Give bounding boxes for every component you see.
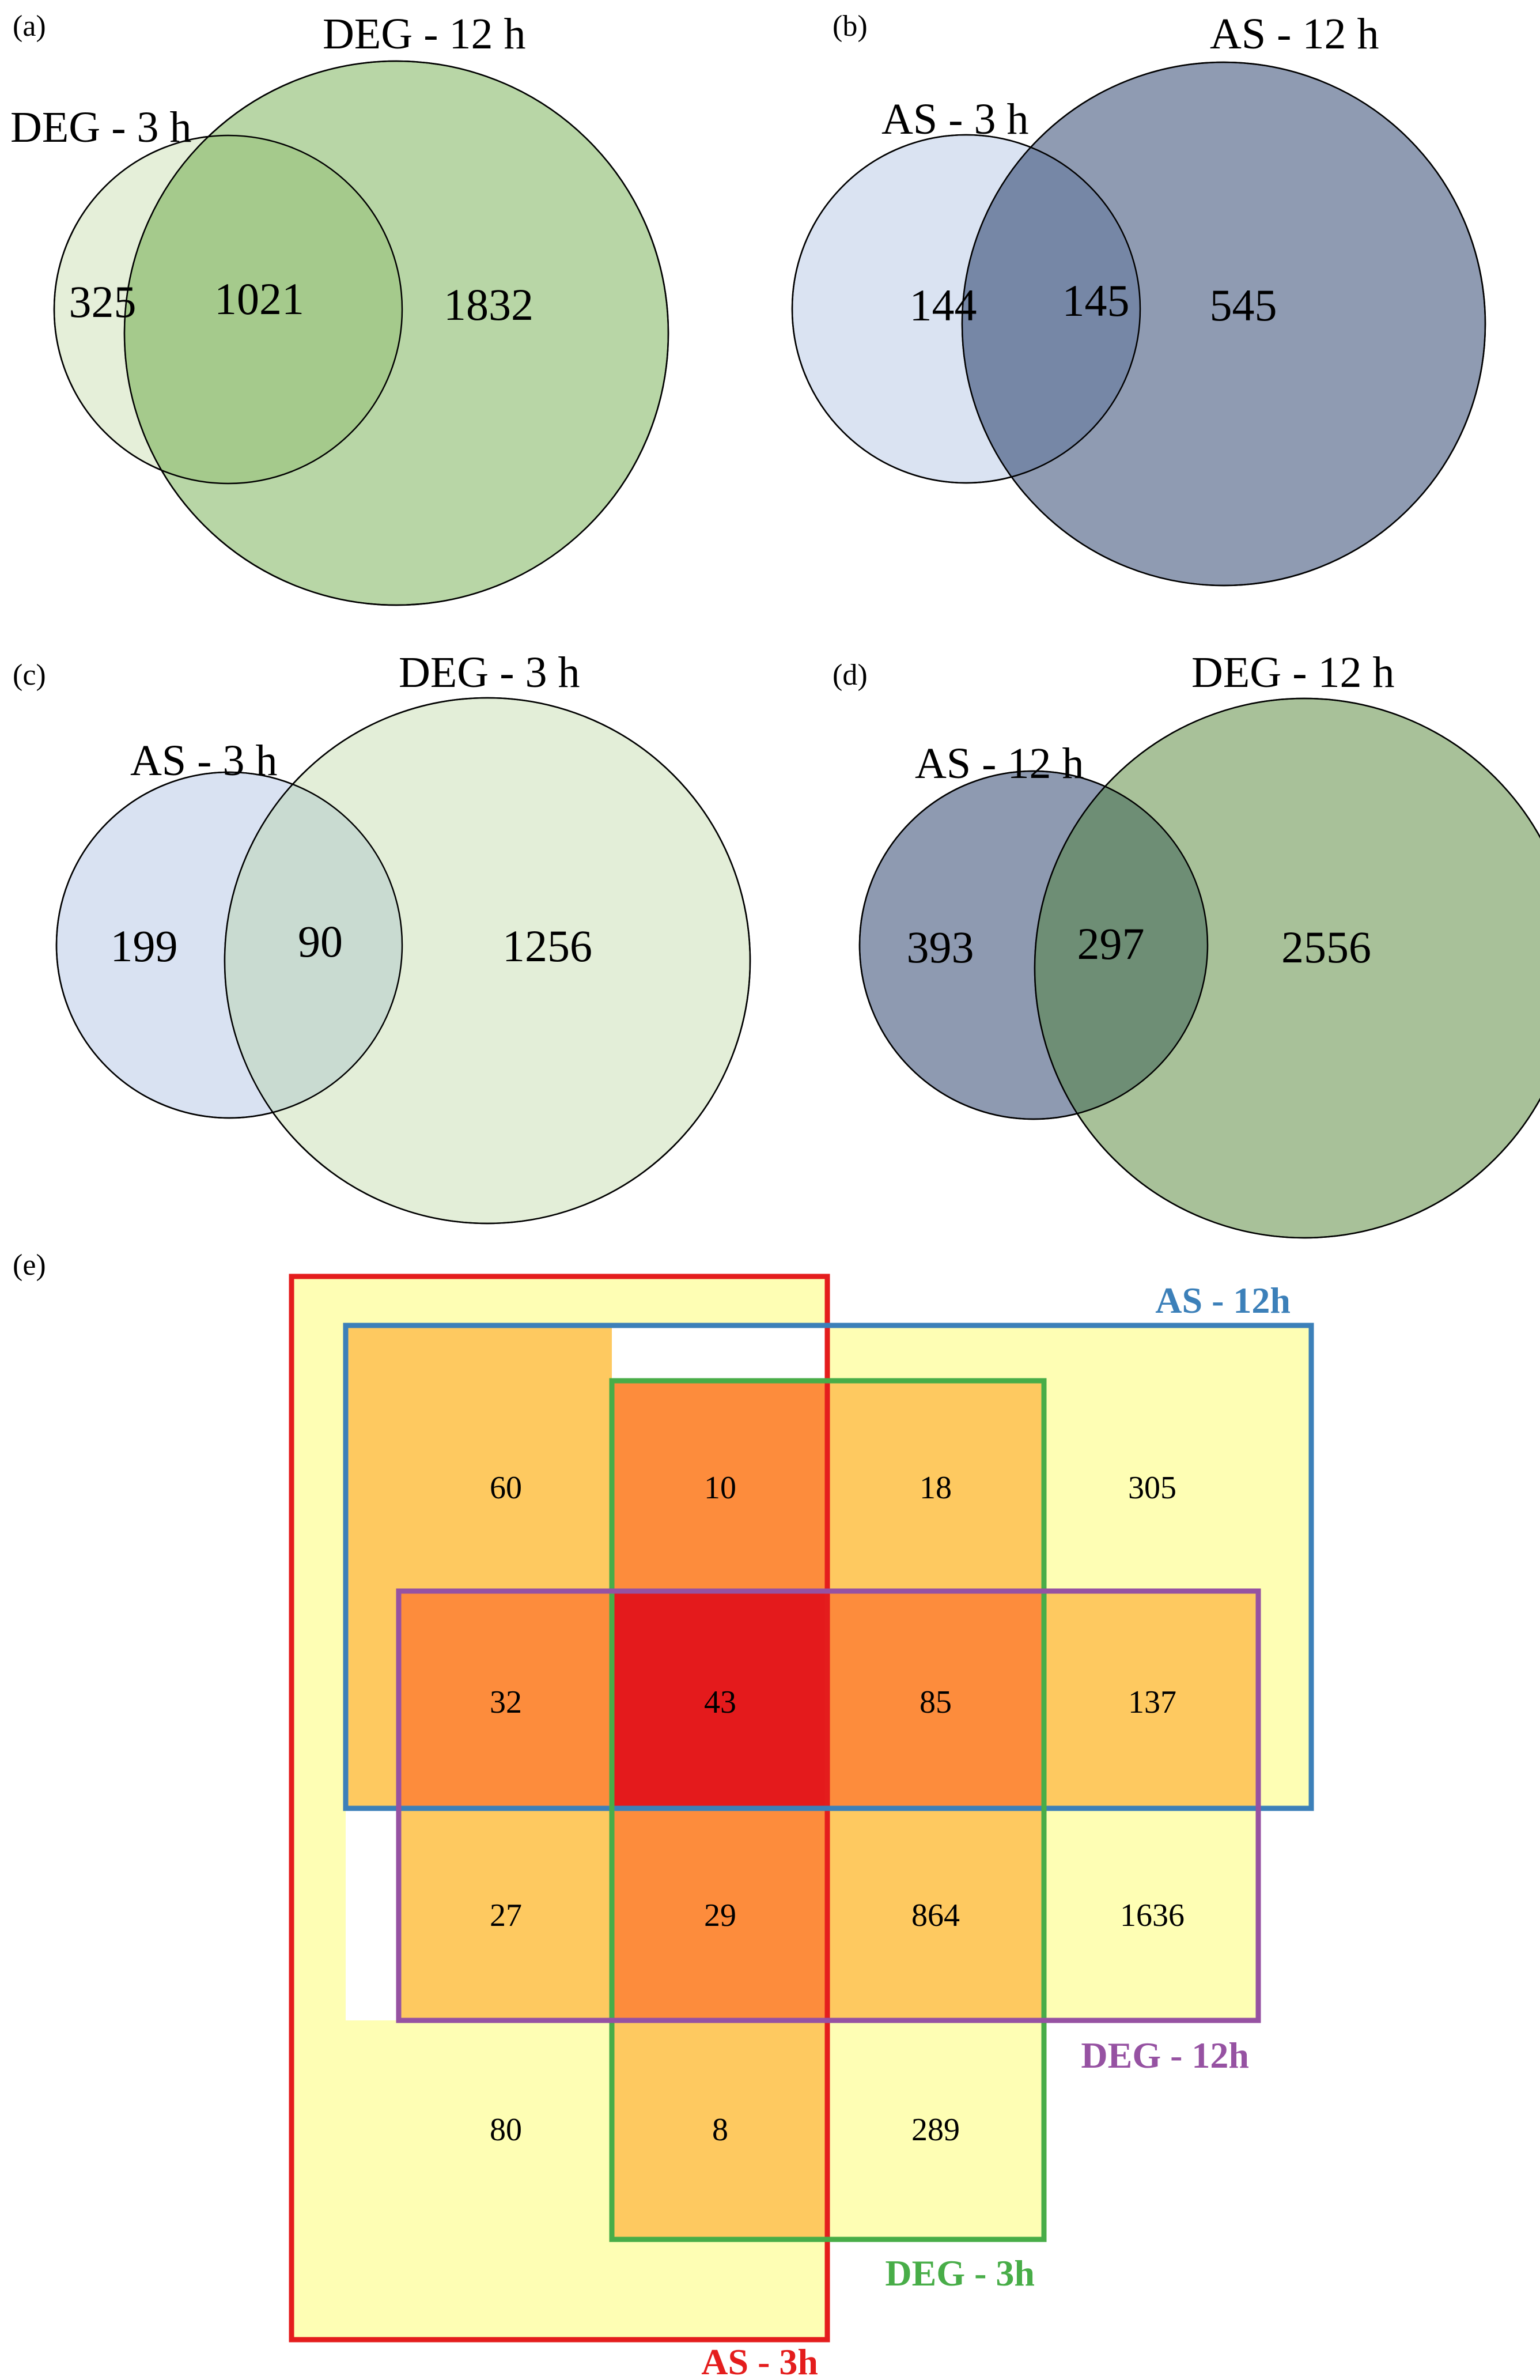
deg12-only-count: 2556 xyxy=(1281,922,1371,972)
deg-12h-set-label: DEG - 12h xyxy=(1081,2035,1249,2076)
cell-864 xyxy=(827,1808,1044,2020)
as-3h-title-c: AS - 3 h xyxy=(130,736,277,785)
count-r1c2: 85 xyxy=(920,1684,952,1720)
cell-10 xyxy=(612,1381,827,1591)
as-12h-only-count: 545 xyxy=(1210,280,1277,330)
as-3h-set-label: AS - 3h xyxy=(701,2341,818,2380)
count-r2c0: 27 xyxy=(490,1898,522,1933)
cell-1636 xyxy=(1044,1808,1258,2020)
deg-3h-title-c: DEG - 3 h xyxy=(399,648,580,697)
cell-8 xyxy=(612,2020,827,2239)
as-12h-set-outline xyxy=(343,1323,1314,1811)
deg-12h-title-d: DEG - 12 h xyxy=(1191,648,1395,697)
count-r2c3: 1636 xyxy=(1120,1898,1185,1933)
panel-c: (c) AS - 3 h DEG - 3 h 199 90 1256 xyxy=(13,648,751,1225)
as3-deg3-overlap-count: 90 xyxy=(298,916,343,966)
panel-a-label: (a) xyxy=(13,10,46,43)
as-12h-set-label: AS - 12h xyxy=(1155,1280,1291,1321)
count-r3c1: 8 xyxy=(712,2112,728,2148)
as-overlap-region xyxy=(962,135,1140,483)
as-12h-title-d: AS - 12 h xyxy=(915,739,1084,788)
panel-a: (a) DEG - 3 h DEG - 12 h 325 1021 1832 xyxy=(10,10,669,606)
cell-32 xyxy=(399,1591,612,1808)
count-r2c1: 29 xyxy=(704,1898,736,1933)
count-r3c2: 289 xyxy=(911,2112,960,2148)
count-r3c0: 80 xyxy=(490,2112,522,2148)
count-r2c2: 864 xyxy=(911,1898,960,1933)
panel-c-label: (c) xyxy=(13,659,46,692)
count-r1c0: 32 xyxy=(490,1684,522,1720)
deg-3h-only-count: 325 xyxy=(69,277,137,327)
panel-e: (e) xyxy=(13,1249,1314,2380)
cell-27 xyxy=(399,1808,612,2020)
cell-as3-only-strip xyxy=(292,1276,827,1325)
deg3-only-count: 1256 xyxy=(502,921,592,971)
cell-as12-left-edge xyxy=(346,1591,399,1808)
panel-d: (d) AS - 12 h DEG - 12 h 393 297 2556 xyxy=(833,648,1540,1239)
cell-18 xyxy=(827,1381,1044,1591)
as-overlap-count: 145 xyxy=(1062,275,1130,326)
as-12h-title: AS - 12 h xyxy=(1210,10,1379,58)
panel-d-label: (d) xyxy=(833,659,868,692)
cell-305 xyxy=(827,1325,1311,1381)
panel-e-counts: 60 10 18 305 32 43 85 137 27 29 864 1636… xyxy=(490,1470,1185,2148)
cell-85 xyxy=(827,1591,1044,1808)
deg-12h-title: DEG - 12 h xyxy=(323,10,526,58)
cell-43 xyxy=(612,1591,827,1808)
count-r0c2: 18 xyxy=(920,1470,952,1506)
deg-overlap-count: 1021 xyxy=(214,274,304,324)
as3-only-count: 199 xyxy=(111,921,178,971)
deg-3h-set-label: DEG - 3h xyxy=(885,2253,1035,2294)
as12-deg12-overlap-count: 297 xyxy=(1077,919,1145,969)
cell-60 xyxy=(346,1325,612,1591)
deg-3h-title: DEG - 3 h xyxy=(10,103,192,152)
cell-137 xyxy=(1044,1591,1258,1808)
as-3h-only-count: 144 xyxy=(910,280,977,330)
as12-only-count: 393 xyxy=(907,922,974,972)
panel-b: (b) AS - 3 h AS - 12 h 144 145 545 xyxy=(791,10,1486,587)
cell-305b xyxy=(1044,1381,1311,1591)
count-r0c0: 60 xyxy=(490,1470,522,1506)
deg-12h-set-outline xyxy=(396,1588,1261,2023)
panel-b-label: (b) xyxy=(833,10,868,43)
count-r0c1: 10 xyxy=(704,1470,736,1506)
as12-deg12-overlap-region xyxy=(1035,771,1208,1119)
cell-29 xyxy=(612,1808,827,2020)
panel-e-cells xyxy=(292,1276,1311,2340)
deg-3h-set-outline xyxy=(609,1378,1047,2242)
count-r1c1: 43 xyxy=(704,1684,736,1720)
as-3h-title: AS - 3 h xyxy=(881,95,1028,143)
panel-e-label-text: (e) xyxy=(13,1249,46,1282)
count-r0c3: 305 xyxy=(1128,1470,1176,1506)
cell-289 xyxy=(827,2020,1044,2239)
count-r1c3: 137 xyxy=(1128,1684,1176,1720)
deg-12h-only-count: 1832 xyxy=(444,279,533,330)
cell-as12-right-edge xyxy=(1258,1591,1311,1808)
as3-deg3-overlap-region xyxy=(225,772,402,1118)
